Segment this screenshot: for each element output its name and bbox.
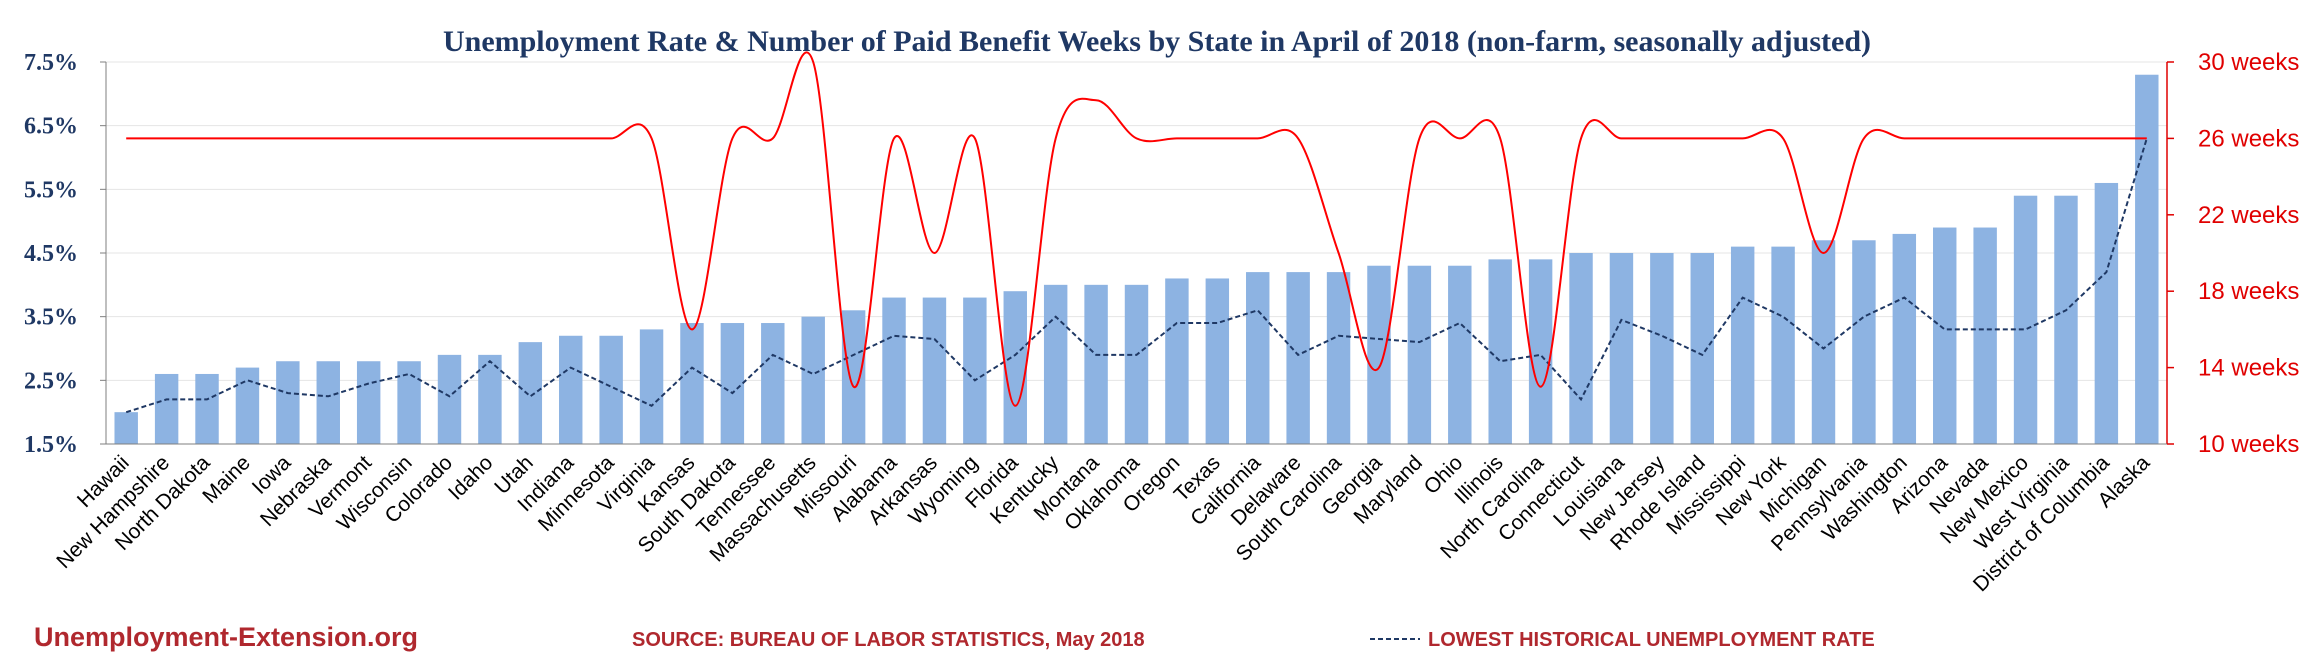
bar-hawaii [114, 412, 138, 444]
y-right-tick-label: 22 weeks [2198, 202, 2299, 229]
bar-rhode-island [1690, 253, 1714, 444]
legend-label-lowest-rate: LOWEST HISTORICAL UNEMPLOYMENT RATE [1428, 629, 1875, 651]
y-left-tick-label: 5.5% [24, 177, 78, 203]
bar-north-carolina [1528, 259, 1553, 444]
bar-south-carolina [1326, 272, 1351, 444]
bar-kentucky [1043, 284, 1068, 444]
right-axis: 10 weeks 14 weeks 18 weeks 22 weeks 26 weeks… [2166, 49, 2299, 458]
bar-maryland [1407, 265, 1432, 444]
bar-new-mexico [2013, 195, 2038, 444]
bar-illinois [1488, 259, 1512, 444]
bar-nebraska [316, 361, 340, 444]
y-right-tick-label: 10 weeks [2198, 431, 2299, 458]
y-right-tick-label: 30 weeks [2198, 49, 2299, 76]
bar-ohio [1448, 265, 1472, 444]
bar-west-virginia [2054, 195, 2078, 444]
bar-indiana [559, 335, 583, 444]
y-right-tick-label: 14 weeks [2198, 355, 2299, 382]
y-left-tick-label: 1.5% [24, 432, 78, 458]
bar-tennessee [761, 323, 785, 444]
bar-louisiana [1609, 253, 1634, 444]
bar-virginia [639, 329, 664, 444]
bar-minnesota [599, 335, 623, 444]
bar-georgia [1367, 265, 1391, 444]
bar-iowa [276, 361, 300, 444]
y-left-tick-label: 7.5% [24, 50, 78, 76]
bar-nevada [1973, 227, 1997, 444]
bar-pennsylvania [1852, 240, 1876, 444]
bar-new-york [1771, 246, 1795, 444]
bar-colorado [437, 354, 462, 444]
bar-arkansas [922, 297, 947, 444]
bar-texas [1205, 278, 1230, 444]
bar-new-jersey [1650, 253, 1674, 444]
bar-maine [235, 367, 260, 444]
bar-series [114, 74, 2159, 444]
bar-wyoming [963, 297, 987, 444]
bar-florida [1003, 291, 1027, 444]
bar-district-of-columbia [2094, 182, 2119, 444]
bar-alaska [2135, 74, 2159, 444]
x-tick-label: Idaho [444, 451, 497, 504]
line-series [125, 51, 2148, 414]
bar-wisconsin [397, 361, 421, 444]
bar-montana [1084, 284, 1108, 444]
y-left-tick-label: 6.5% [24, 114, 78, 140]
bar-vermont [356, 361, 381, 444]
bar-alabama [882, 297, 906, 444]
y-right-tick-label: 26 weeks [2198, 125, 2299, 152]
bar-connecticut [1569, 253, 1593, 444]
y-left-tick-label: 2.5% [24, 368, 78, 394]
bar-michigan [1811, 240, 1836, 444]
chart-title: Unemployment Rate & Number of Paid Benef… [443, 25, 1871, 58]
series-paid-benefit-weeks [126, 51, 2147, 407]
bar-utah [518, 342, 543, 444]
bar-mississippi [1730, 246, 1755, 444]
bar-california [1246, 272, 1270, 444]
bar-delaware [1286, 272, 1310, 444]
y-left-tick-label: 4.5% [24, 241, 78, 267]
bar-washington [1892, 233, 1917, 444]
left-axis: 1.5% 2.5% 3.5% 4.5% 5.5% 6.5% 7.5% [24, 50, 107, 458]
bar-arizona [1933, 227, 1957, 444]
bar-idaho [478, 354, 502, 444]
series-lowest-historical-rate [125, 138, 2148, 414]
bar-kansas [680, 323, 704, 444]
bar-south-dakota [720, 323, 745, 444]
bar-oklahoma [1124, 284, 1149, 444]
y-right-tick-label: 18 weeks [2198, 278, 2299, 305]
y-left-tick-label: 3.5% [24, 305, 78, 331]
footer-brand[interactable]: Unemployment-Extension.org [34, 622, 418, 652]
bar-north-dakota [195, 373, 219, 444]
bar-new-hampshire [154, 373, 179, 444]
source-note: SOURCE: BUREAU OF LABOR STATISTICS, May … [632, 629, 1145, 651]
bar-missouri [841, 310, 866, 444]
bar-massachusetts [801, 316, 825, 444]
bar-oregon [1165, 278, 1189, 444]
